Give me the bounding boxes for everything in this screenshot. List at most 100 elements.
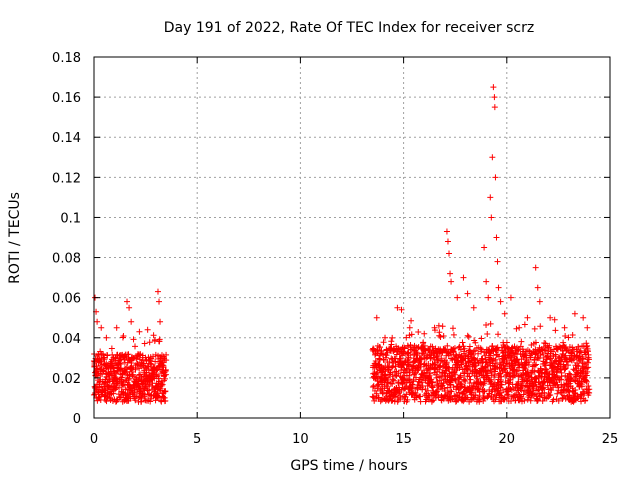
data-point (401, 344, 408, 351)
data-point (447, 388, 454, 395)
data-point (154, 288, 161, 295)
data-point (555, 384, 562, 391)
data-point (474, 375, 481, 382)
data-point (583, 372, 590, 379)
data-point (395, 345, 402, 352)
x-tick-label: 15 (395, 432, 412, 447)
data-point (490, 84, 497, 91)
data-point (162, 388, 169, 395)
data-point (146, 339, 153, 346)
data-point (492, 174, 499, 181)
data-point (518, 338, 525, 345)
data-point (551, 316, 558, 323)
data-point (532, 264, 539, 271)
data-point (395, 390, 402, 397)
data-point (398, 386, 405, 393)
data-point (537, 351, 544, 358)
y-axis-label: ROTI / TECUs (7, 192, 23, 284)
data-point (382, 354, 389, 361)
data-point (98, 324, 105, 331)
data-point (428, 379, 435, 386)
data-point (568, 376, 575, 383)
data-point (419, 350, 426, 357)
data-point (552, 351, 559, 358)
data-point (403, 391, 410, 398)
data-point (531, 362, 538, 369)
data-point (467, 367, 474, 374)
data-point (521, 397, 528, 404)
data-point (382, 334, 389, 341)
data-point (495, 331, 502, 338)
data-point (466, 373, 473, 380)
data-point (575, 343, 582, 350)
data-point (162, 397, 169, 404)
data-point (108, 345, 115, 352)
data-point (513, 391, 520, 398)
data-point (533, 361, 540, 368)
data-point (163, 351, 170, 358)
data-point (120, 332, 127, 339)
data-point (492, 396, 499, 403)
data-point (547, 314, 554, 321)
data-point (390, 377, 397, 384)
data-point (387, 369, 394, 376)
data-point (150, 332, 157, 339)
data-point (142, 383, 149, 390)
data-point (163, 357, 170, 364)
data-point (578, 391, 585, 398)
data-point (373, 314, 380, 321)
data-point (159, 381, 166, 388)
data-point (145, 367, 152, 374)
data-point (495, 284, 502, 291)
data-point (516, 324, 523, 331)
data-point (506, 370, 513, 377)
data-point (389, 334, 396, 341)
data-point (428, 397, 435, 404)
x-tick-labels: 0 5 10 15 20 25 (90, 432, 618, 447)
data-point (152, 358, 159, 365)
data-point (101, 387, 108, 394)
data-point (130, 373, 137, 380)
data-point (406, 359, 413, 366)
data-point (94, 397, 101, 404)
data-point (514, 356, 521, 363)
data-point (510, 372, 517, 379)
data-points (90, 84, 593, 405)
data-point (536, 298, 543, 305)
y-tick-label: 0.16 (52, 91, 81, 106)
data-point (448, 278, 455, 285)
data-point (483, 321, 490, 328)
data-point (584, 368, 591, 375)
data-point (451, 356, 458, 363)
data-point (492, 356, 499, 363)
data-point (156, 336, 163, 343)
data-point (456, 364, 463, 371)
data-point (130, 336, 137, 343)
y-tick-label: 0.12 (52, 171, 81, 186)
data-point (415, 328, 422, 335)
data-point (515, 347, 522, 354)
data-point (498, 381, 505, 388)
data-point (471, 394, 478, 401)
data-point (584, 324, 591, 331)
data-point (373, 390, 380, 397)
data-point (565, 362, 572, 369)
data-point (386, 364, 393, 371)
data-point (579, 355, 586, 362)
data-point (448, 388, 455, 395)
chart-title: Day 191 of 2022, Rate Of TEC Index for r… (164, 20, 534, 36)
data-point (464, 332, 471, 339)
data-point (495, 347, 502, 354)
data-point (556, 343, 563, 350)
data-point (132, 343, 139, 350)
data-point (100, 354, 107, 361)
data-point (148, 361, 155, 368)
data-point (520, 391, 527, 398)
data-point (513, 325, 520, 332)
data-point (580, 314, 587, 321)
data-point (113, 324, 120, 331)
data-point (403, 334, 410, 341)
data-point (570, 366, 577, 373)
y-tick-label: 0.18 (52, 51, 81, 66)
data-point (387, 380, 394, 387)
